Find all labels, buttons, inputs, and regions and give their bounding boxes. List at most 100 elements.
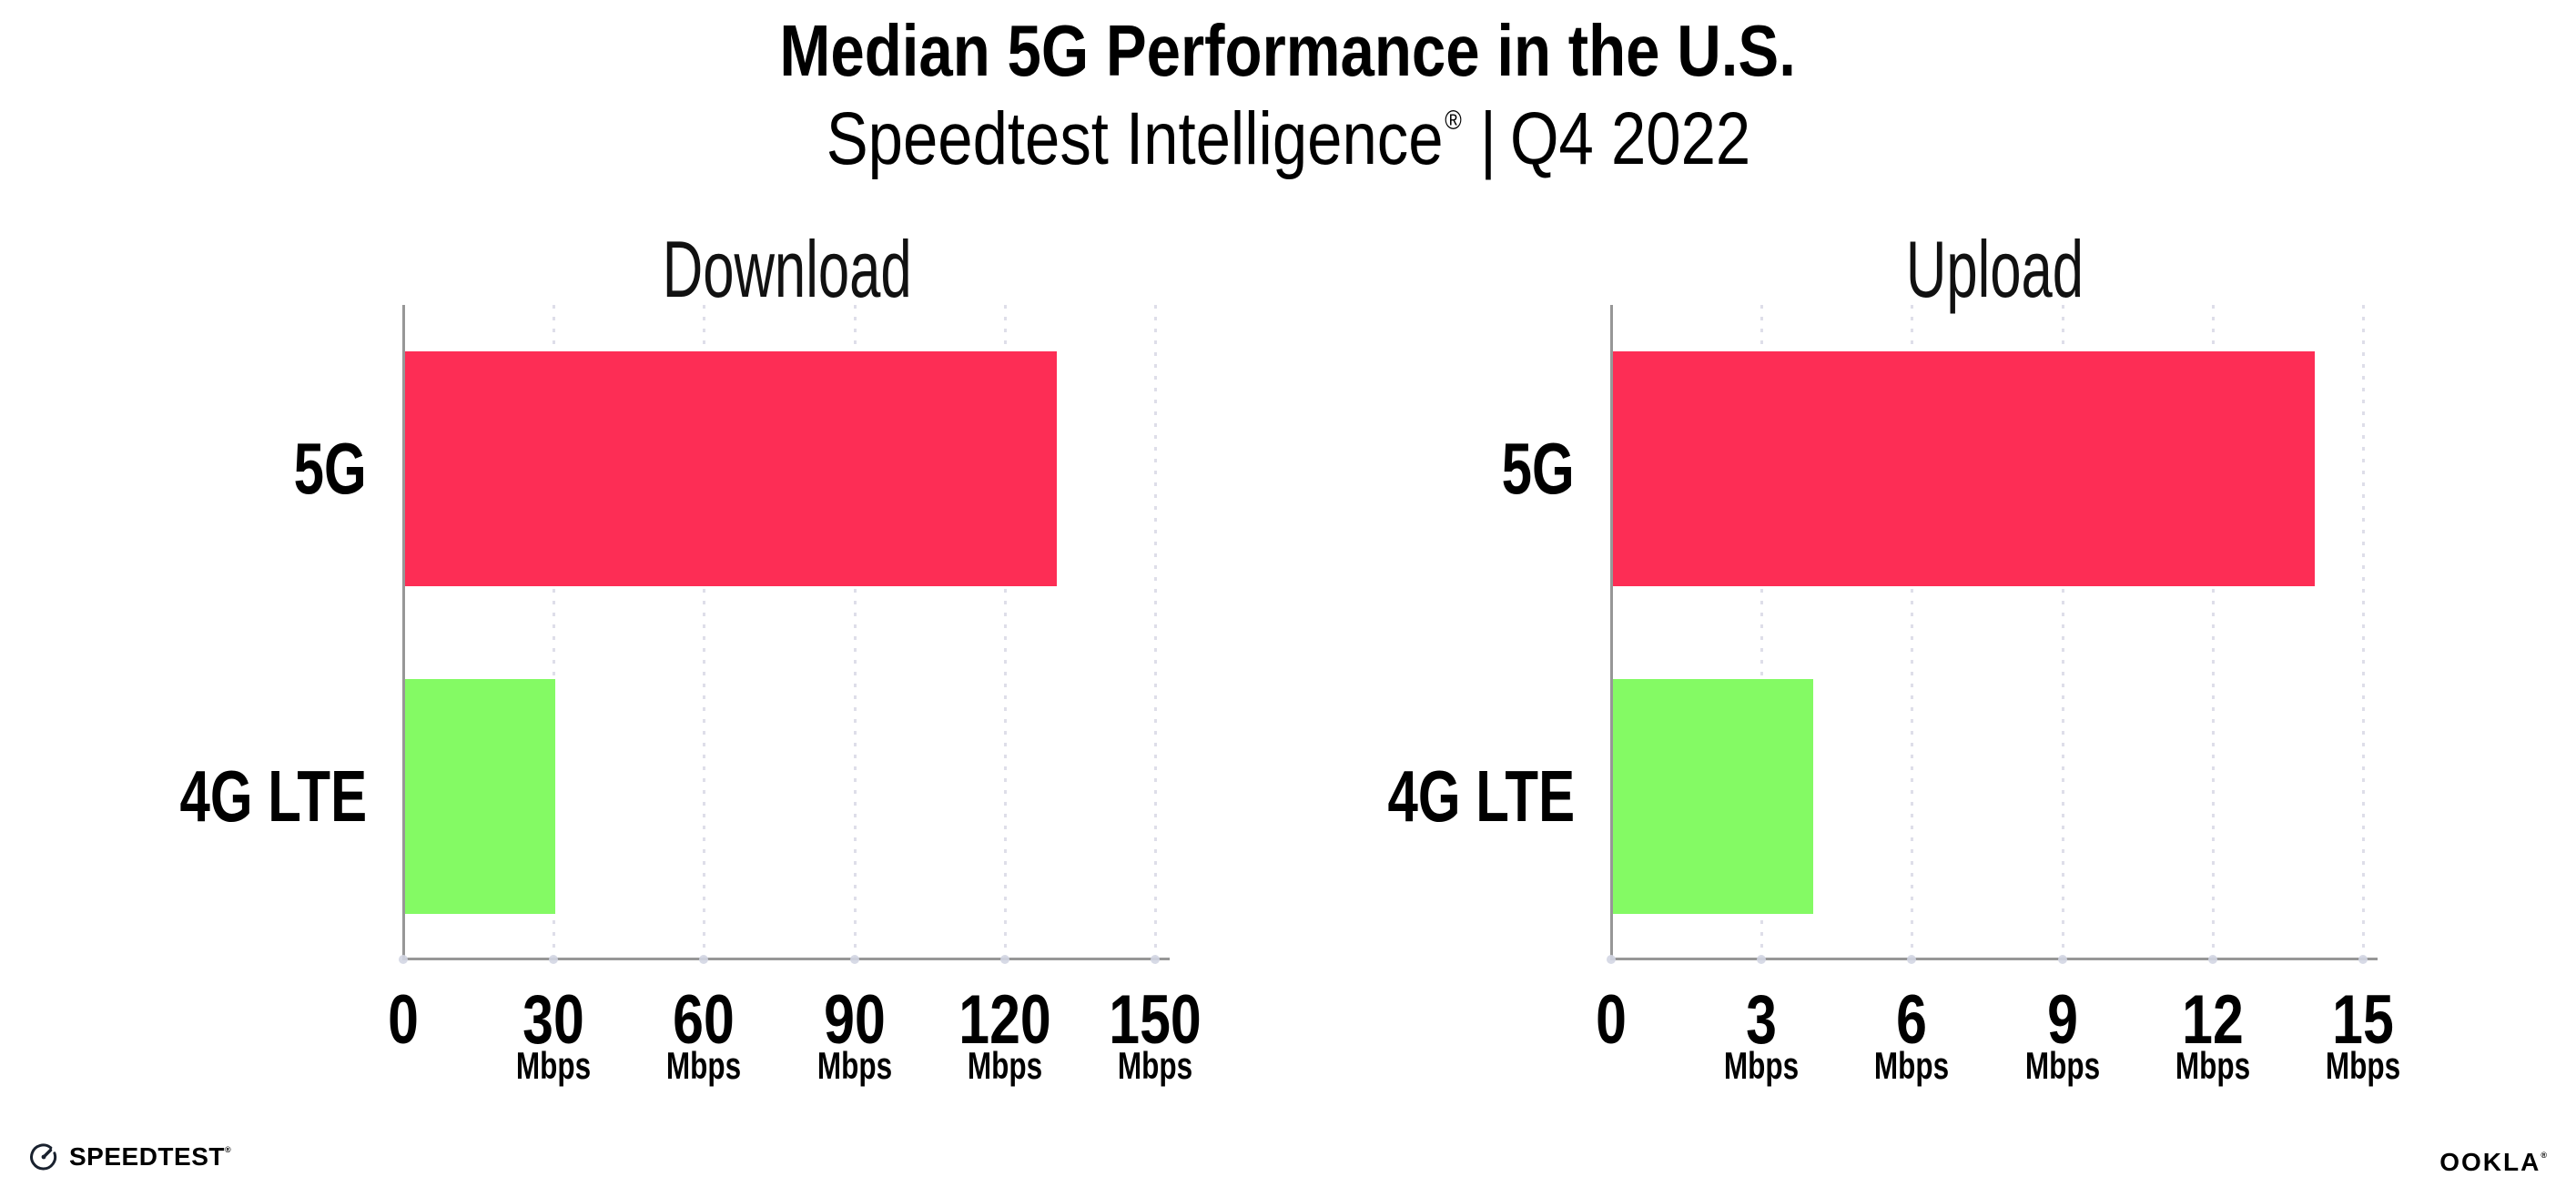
bar-5g (405, 351, 1057, 586)
y-axis-line (402, 305, 405, 959)
gridline-150 (1154, 305, 1157, 959)
x-tick-unit-60: Mbps (654, 1047, 755, 1085)
gridline-3 (1760, 305, 1764, 959)
x-tick-label-12: 12 (2175, 986, 2252, 1055)
x-tick-label-60: 60 (665, 986, 743, 1055)
x-tick-unit-9: Mbps (2013, 1047, 2113, 1085)
speedtest-logo: SPEEDTEST® (29, 1142, 231, 1172)
axis-tick-dot-3 (1757, 955, 1767, 964)
category-label-text: 5G (293, 428, 367, 509)
x-tick-unit-text: Mbps (816, 1044, 892, 1087)
x-tick-unit-150: Mbps (1105, 1047, 1205, 1085)
ookla-registered-icon: ® (2541, 1151, 2547, 1160)
chart-title-upload: Upload (1611, 229, 2378, 309)
x-tick-value: 90 (823, 981, 886, 1059)
x-tick-value: 3 (1746, 981, 1778, 1059)
page-title-text: Median 5G Performance in the U.S. (779, 10, 1797, 91)
bar-4g-lte (1613, 679, 1813, 914)
axis-tick-dot-30 (549, 955, 559, 964)
axis-tick-dot-60 (699, 955, 709, 964)
subtitle-separator: | (1479, 97, 1496, 180)
x-tick-value: 60 (673, 981, 735, 1059)
x-tick-label-90: 90 (816, 986, 893, 1055)
x-tick-unit-text: Mbps (967, 1044, 1042, 1087)
x-tick-unit-text: Mbps (2024, 1044, 2100, 1087)
x-tick-value: 6 (1896, 981, 1928, 1059)
x-tick-unit-6: Mbps (1862, 1047, 1962, 1085)
speedtest-wordmark: SPEEDTEST® (69, 1142, 231, 1172)
x-tick-label-30: 30 (515, 986, 593, 1055)
y-axis-line (1610, 305, 1613, 959)
axis-tick-dot-12 (2207, 955, 2217, 964)
x-tick-unit-30: Mbps (503, 1047, 603, 1085)
x-tick-value: 30 (522, 981, 585, 1059)
x-tick-unit-text: Mbps (2325, 1044, 2401, 1087)
category-label-text: 4G LTE (1387, 756, 1575, 837)
gridline-6 (1911, 305, 1914, 959)
axis-tick-dot-120 (999, 955, 1009, 964)
category-label-4g-lte: 4G LTE (1101, 760, 1575, 833)
axis-tick-dot-90 (849, 955, 859, 964)
gridline-9 (2061, 305, 2064, 959)
bar-4g-lte (405, 679, 555, 914)
x-tick-value: 120 (958, 981, 1051, 1059)
speedtest-gauge-icon (30, 1143, 57, 1171)
x-tick-label-0: 0 (384, 986, 422, 1055)
category-label-5g: 5G (0, 432, 367, 505)
registered-trademark-icon: ® (1444, 106, 1462, 136)
x-tick-label-6: 6 (1892, 986, 1931, 1055)
x-tick-value: 0 (388, 981, 419, 1059)
axis-tick-dot-0 (399, 955, 408, 964)
x-tick-unit-text: Mbps (2175, 1044, 2250, 1087)
axis-tick-dot-9 (2057, 955, 2067, 964)
category-label-4g-lte: 4G LTE (0, 760, 367, 833)
x-tick-unit-text: Mbps (666, 1044, 742, 1087)
x-tick-unit-90: Mbps (805, 1047, 905, 1085)
x-tick-label-0: 0 (1592, 986, 1630, 1055)
category-label-text: 5G (1501, 428, 1575, 509)
x-tick-label-3: 3 (1742, 986, 1780, 1055)
subtitle-period: Q4 2022 (1509, 97, 1750, 180)
chart-title-text: Download (662, 224, 912, 314)
gridline-15 (2362, 305, 2365, 959)
ookla-wordmark-text: OOKLA (2439, 1148, 2541, 1176)
bar-5g (1613, 351, 2315, 586)
chart-title-text: Upload (1905, 224, 2084, 314)
x-tick-unit-text: Mbps (1724, 1044, 1800, 1087)
gridline-90 (853, 305, 857, 959)
x-axis-line (402, 958, 1170, 960)
page-title: Median 5G Performance in the U.S. (0, 15, 2576, 87)
x-axis-line (1610, 958, 2378, 960)
x-tick-value: 9 (2046, 981, 2078, 1059)
x-tick-unit-text: Mbps (1117, 1044, 1193, 1087)
x-tick-value: 12 (2181, 981, 2244, 1059)
axis-tick-dot-150 (1151, 955, 1160, 964)
x-tick-label-15: 15 (2325, 986, 2402, 1055)
x-tick-unit-text: Mbps (1874, 1044, 1950, 1087)
axis-tick-dot-0 (1607, 955, 1616, 964)
category-label-5g: 5G (1101, 432, 1575, 505)
x-tick-label-120: 120 (947, 986, 1062, 1055)
x-tick-value: 0 (1596, 981, 1627, 1059)
x-tick-label-9: 9 (2043, 986, 2081, 1055)
plot-area-upload (1607, 305, 2378, 964)
plot-area-download (399, 305, 1171, 964)
ookla-wordmark: OOKLA® (2439, 1148, 2547, 1176)
chart-title-download: Download (403, 229, 1171, 309)
x-tick-unit-12: Mbps (2163, 1047, 2263, 1085)
gridline-60 (703, 305, 706, 959)
axis-tick-dot-15 (2358, 955, 2368, 964)
speedtest-wordmark-text: SPEEDTEST (69, 1142, 225, 1171)
ookla-logo: OOKLA® (2439, 1148, 2547, 1177)
page-subtitle: Speedtest Intelligence® | Q4 2022 (0, 102, 2576, 177)
subtitle-brand: Speedtest Intelligence (826, 97, 1444, 180)
gridline-12 (2211, 305, 2215, 959)
x-tick-value: 15 (2332, 981, 2394, 1059)
axis-tick-dot-6 (1907, 955, 1917, 964)
page-subtitle-text: Speedtest Intelligence® | Q4 2022 (826, 102, 1750, 177)
x-tick-unit-120: Mbps (955, 1047, 1055, 1085)
category-label-text: 4G LTE (179, 756, 367, 837)
x-tick-unit-3: Mbps (1711, 1047, 1811, 1085)
gridline-120 (1003, 305, 1007, 959)
